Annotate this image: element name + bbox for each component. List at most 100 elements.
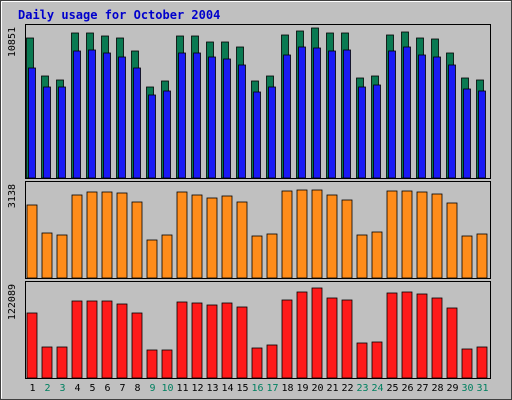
bar-panel1-series2-day17 xyxy=(268,86,276,179)
bar-panel2-series1-day22 xyxy=(341,199,353,279)
bar-panel1-series2-day29 xyxy=(448,64,456,179)
day-label-18: 18 xyxy=(281,383,293,394)
day-label-20: 20 xyxy=(311,383,323,394)
bar-panel2-series1-day26 xyxy=(401,190,413,279)
bar-panel3-series1-day4 xyxy=(71,300,83,379)
panel-scale-label-1: 10851 xyxy=(7,27,18,57)
bar-panel3-series1-day18 xyxy=(281,299,293,379)
day-label-31: 31 xyxy=(476,383,488,394)
bar-panel2-series1-day29 xyxy=(446,202,458,279)
bar-panel3-series1-day29 xyxy=(446,307,458,379)
bar-panel2-series1-day4 xyxy=(71,194,83,279)
bar-panel2-series1-day15 xyxy=(236,201,248,279)
bar-panel2-series1-day13 xyxy=(206,197,218,279)
bar-panel2-series1-day18 xyxy=(281,190,293,279)
day-label-29: 29 xyxy=(446,383,458,394)
bar-panel1-series2-day9 xyxy=(148,94,156,179)
bar-panel2-series1-day2 xyxy=(41,232,53,279)
day-label-12: 12 xyxy=(191,383,203,394)
day-label-13: 13 xyxy=(206,383,218,394)
day-label-22: 22 xyxy=(341,383,353,394)
day-label-2: 2 xyxy=(44,383,50,394)
bar-panel3-series1-day24 xyxy=(371,341,383,379)
bar-panel1-series2-day6 xyxy=(103,52,111,179)
chart-panels: 10851 3138 122089 xyxy=(7,24,491,379)
bar-panel2-series1-day12 xyxy=(191,194,203,279)
day-label-15: 15 xyxy=(236,383,248,394)
bar-panel1-series2-day22 xyxy=(343,49,351,179)
day-label-17: 17 xyxy=(266,383,278,394)
bar-panel2-series1-day11 xyxy=(176,191,188,279)
bar-panel2-series1-day20 xyxy=(311,189,323,279)
bar-panel2-series1-day17 xyxy=(266,233,278,279)
bar-panel1-series2-day25 xyxy=(388,50,396,179)
bar-panel2-series1-day14 xyxy=(221,195,233,279)
bar-panel1-series2-day20 xyxy=(313,47,321,179)
bar-panel2-series1-day9 xyxy=(146,239,158,279)
bar-panel2-series1-day25 xyxy=(386,190,398,279)
day-label-25: 25 xyxy=(386,383,398,394)
bar-panel3-series1-day12 xyxy=(191,302,203,379)
bar-panel2-series1-day10 xyxy=(161,234,173,279)
day-label-14: 14 xyxy=(221,383,233,394)
bar-panel3-series1-day16 xyxy=(251,347,263,379)
bar-panel2-series1-day27 xyxy=(416,191,428,279)
day-label-7: 7 xyxy=(119,383,125,394)
bar-panel2-series1-day21 xyxy=(326,194,338,279)
day-label-5: 5 xyxy=(89,383,95,394)
bar-panel3-series1-day7 xyxy=(116,303,128,379)
bar-panel1-series2-day24 xyxy=(373,84,381,179)
bar-panel1-series2-day1 xyxy=(28,67,36,179)
bar-panel3-series1-day9 xyxy=(146,349,158,379)
bar-panel1-series2-day23 xyxy=(358,86,366,179)
bar-panel3-series1-day21 xyxy=(326,297,338,379)
bar-panel3-series1-day27 xyxy=(416,293,428,379)
bar-panel3-series1-day19 xyxy=(296,291,308,379)
bar-panel1-series2-day13 xyxy=(208,56,216,179)
panel-scale-label-2: 3138 xyxy=(7,184,18,208)
bar-panel1-series2-day7 xyxy=(118,56,126,179)
day-label-3: 3 xyxy=(59,383,65,394)
day-label-24: 24 xyxy=(371,383,383,394)
bar-panel2-series1-day19 xyxy=(296,189,308,279)
bar-panel1-series2-day15 xyxy=(238,64,246,179)
day-label-16: 16 xyxy=(251,383,263,394)
day-label-1: 1 xyxy=(29,383,35,394)
bar-panel1-series2-day28 xyxy=(433,56,441,179)
bar-panel3-series1-day26 xyxy=(401,291,413,379)
day-label-19: 19 xyxy=(296,383,308,394)
bar-panel1-series2-day26 xyxy=(403,46,411,179)
bar-panel1-series2-day21 xyxy=(328,50,336,179)
bar-panel1-series2-day16 xyxy=(253,91,261,179)
bar-panel3-series1-day14 xyxy=(221,302,233,379)
bar-panel3-series1-day1 xyxy=(26,312,38,379)
panel-scale-label-3: 122089 xyxy=(7,284,18,320)
chart-title: Daily usage for October 2004 xyxy=(18,8,220,22)
bar-panel2-series1-day16 xyxy=(251,235,263,279)
bar-panel1-series2-day2 xyxy=(43,86,51,179)
bar-panel2-series1-day5 xyxy=(86,191,98,279)
day-labels: 1 2 3 4 5 6 7 8 9 10 11 12 13 14 15 16 17 18 19 20 21 22 23 24 2… xyxy=(29,383,488,394)
bar-panel1-series2-day8 xyxy=(133,67,141,179)
day-label-11: 11 xyxy=(176,383,188,394)
day-label-23: 23 xyxy=(356,383,368,394)
bar-panel1-series2-day31 xyxy=(478,90,486,179)
bar-panel1-series2-day11 xyxy=(178,52,186,179)
bar-panel3-series1-day10 xyxy=(161,349,173,379)
day-label-26: 26 xyxy=(401,383,413,394)
bar-panel2-series1-day28 xyxy=(431,193,443,279)
bar-panel3-series1-day17 xyxy=(266,344,278,379)
bar-panel3-series1-day11 xyxy=(176,301,188,379)
bar-panel3-series1-day23 xyxy=(356,342,368,379)
day-label-4: 4 xyxy=(74,383,80,394)
bar-panel3-series1-day22 xyxy=(341,299,353,379)
bar-panel1-series2-day27 xyxy=(418,54,426,179)
bar-panel2-series1-day1 xyxy=(26,204,38,279)
bar-panel2-series1-day30 xyxy=(461,235,473,279)
bar-panel2-series1-day6 xyxy=(101,191,113,279)
day-label-30: 30 xyxy=(461,383,473,394)
day-label-27: 27 xyxy=(416,383,428,394)
bar-panel3-series1-day8 xyxy=(131,312,143,379)
bar-panel1-series2-day3 xyxy=(58,86,66,179)
